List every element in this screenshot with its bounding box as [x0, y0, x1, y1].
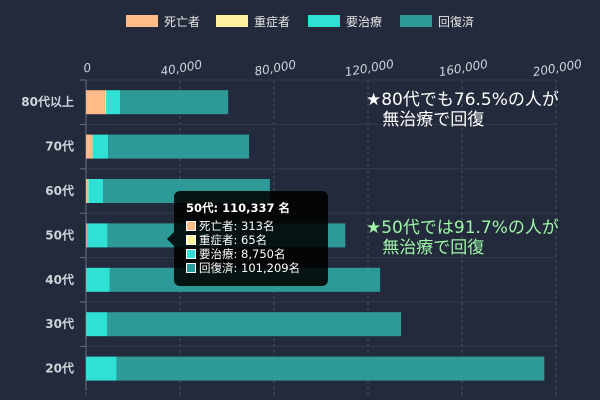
tooltip-row-severe: 重症者: 65名: [186, 233, 267, 247]
y-tick-label: 20代: [45, 361, 74, 376]
tooltip-row-recovered: 回復済: 101,209名: [186, 261, 300, 275]
bar-segment: [120, 90, 229, 115]
bar-segment: [105, 90, 121, 115]
legend-label: 要治療: [346, 15, 382, 29]
tooltip-swatch-recovered: [186, 263, 196, 273]
tooltip-swatch-treatment: [186, 249, 196, 259]
bar-segment: [91, 134, 93, 159]
tooltip-row-label: 重症者: 65名: [199, 233, 268, 247]
y-tick-label: 80代以上: [21, 94, 74, 109]
tooltip-row-label: 回復済: 101,209名: [199, 261, 301, 275]
bar-segment: [104, 90, 106, 115]
legend-label: 死亡者: [164, 15, 200, 29]
tooltip-row-label: 死亡者: 313名: [199, 219, 275, 233]
legend-label: 重症者: [254, 14, 290, 29]
bar-segment: [86, 90, 105, 115]
legend-swatch: [308, 15, 340, 27]
legend-label: 回復済: [438, 14, 474, 29]
tooltip-row-deaths: 死亡者: 313名: [186, 219, 274, 233]
bar-segment: [87, 179, 89, 203]
x-tick-label: 80,000: [253, 57, 297, 78]
y-tick-label: 40代: [45, 272, 74, 287]
bar-segment: [86, 134, 92, 159]
y-tick-label: 50代: [45, 227, 74, 242]
y-tick-label: 70代: [45, 139, 74, 154]
tooltip-swatch-severe: [186, 235, 196, 245]
bar-segment: [116, 356, 545, 381]
annotation-50s: ★50代では91.7%の人が 無治療で回復: [366, 218, 559, 258]
y-tick-label: 30代: [45, 316, 74, 331]
bar-segment: [86, 267, 110, 292]
bar-segment: [86, 312, 108, 337]
bar-segment: [86, 223, 108, 248]
legend-swatch: [400, 15, 432, 27]
bar-segment: [86, 179, 88, 203]
tooltip-swatch-deaths: [186, 221, 196, 231]
legend-swatch: [216, 15, 248, 27]
x-tick-label: 40,000: [159, 57, 203, 78]
tooltip-row-label: 要治療: 8,750名: [199, 247, 286, 261]
bar-segment: [86, 356, 117, 381]
x-tick-label: 120,000: [344, 57, 396, 79]
legend-swatch: [126, 15, 158, 27]
tooltip-title: 50代: 110,337 名: [186, 201, 290, 215]
tooltip: 50代: 110,337 名 死亡者: 313名 重症者: 65名 要治療: 8…: [167, 191, 328, 286]
bar-segment: [107, 312, 402, 337]
bar-segment: [92, 134, 109, 159]
x-tick-label: 200,000: [532, 57, 584, 79]
bar-segment: [88, 179, 104, 203]
x-tick-label: 0: [82, 60, 92, 75]
annotation-80s: ★80代でも76.5%の人が 無治療で回復: [366, 90, 559, 130]
tooltip-row-treatment: 要治療: 8,750名: [186, 247, 285, 261]
y-tick-label: 60代: [45, 183, 74, 198]
bar-segment: [86, 223, 87, 248]
bar-segment: [108, 134, 250, 159]
x-tick-label: 160,000: [438, 57, 490, 79]
